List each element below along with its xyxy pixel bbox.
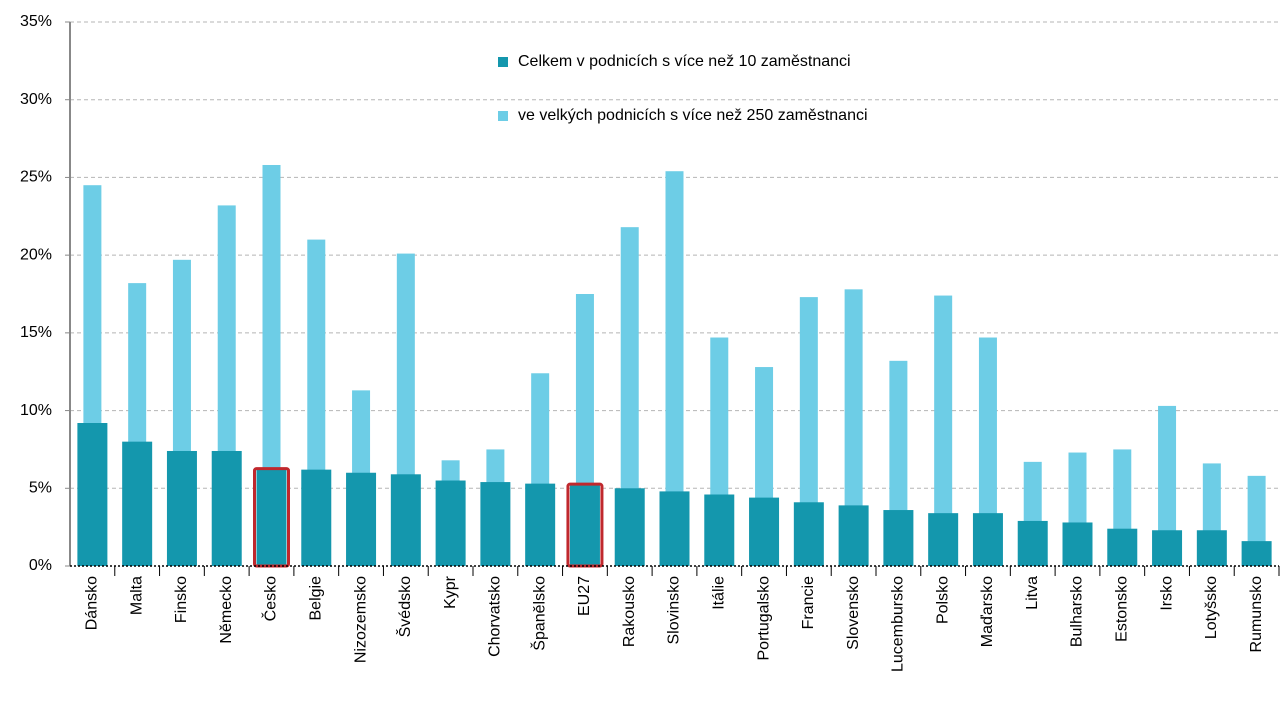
bar [1152,530,1183,566]
x-tick-label: Rakousko [621,576,638,647]
bar [659,491,690,566]
bar [978,337,997,566]
bar [749,497,780,566]
y-tick-label: 20% [20,246,52,263]
bar [166,450,197,566]
bar [390,474,421,566]
bar [1017,520,1048,566]
legend-swatch [498,111,508,121]
x-tick-label: Nizozemsko [352,576,369,663]
legend-swatch [498,57,508,67]
x-tick-label: Česko [261,576,280,621]
x-tick-label: Itálie [710,576,727,610]
x-tick-label: Polsko [934,576,951,624]
bar [883,510,914,566]
y-tick-label: 35% [20,13,52,30]
x-tick-label: EU27 [576,576,593,616]
bar [665,171,684,566]
y-tick-label: 10% [20,402,52,419]
x-tick-label: Finsko [173,576,190,623]
highlight-box [566,482,604,568]
bar [256,469,287,566]
bar [1196,530,1227,566]
bar [793,502,824,566]
bar [122,441,153,566]
x-tick-label: Švédsko [395,576,414,637]
bar [262,164,281,566]
x-tick-label: Lotyšsko [1203,576,1220,639]
bar [614,488,645,566]
x-tick-label: Litva [1024,576,1041,610]
x-tick-label: Bulharsko [1069,576,1086,647]
y-tick-label: 5% [29,480,52,497]
legend-label: ve velkých podnicích s více než 250 zamě… [518,107,868,124]
bar [934,295,953,566]
x-tick-label: Kypr [442,575,459,609]
bar [435,480,466,566]
bar [569,485,600,566]
bar [211,450,242,566]
bar [1158,405,1177,566]
x-tick-label: Portugalsko [755,576,772,661]
bar [704,494,735,566]
bar [301,469,332,566]
x-tick-label: Francie [800,576,817,629]
bar [620,227,639,566]
bar [844,289,863,566]
y-tick-label: 0% [29,557,52,574]
legend-label: Celkem v podnicích s více než 10 zaměstn… [518,53,851,70]
x-tick-label: Slovinsko [666,576,683,645]
x-tick-label: Lucembursko [890,576,907,672]
x-tick-label: Irsko [1158,576,1175,611]
x-tick-label: Belgie [307,576,324,621]
bar [838,505,869,566]
bar [799,297,818,566]
bar [480,482,511,566]
x-tick-label: Malta [128,576,145,615]
bar [972,513,1003,566]
x-tick-label: Estonsko [1113,576,1130,642]
y-tick-label: 25% [20,169,52,186]
bar [928,513,959,566]
y-tick-label: 30% [20,91,52,108]
bar [1062,522,1093,566]
x-tick-label: Rumunsko [1248,576,1265,653]
bar [1241,541,1272,566]
x-tick-label: Chorvatsko [487,576,504,657]
bar [1107,528,1138,566]
bar [77,423,108,566]
bar [346,472,377,566]
x-tick-label: Slovensko [845,576,862,650]
x-tick-label: Maďarsko [979,576,996,647]
x-tick-label: Německo [218,576,235,644]
x-tick-label: Dánsko [84,576,101,630]
bar [525,483,556,566]
y-tick-label: 15% [20,324,52,341]
x-tick-label: Španělsko [529,576,548,651]
